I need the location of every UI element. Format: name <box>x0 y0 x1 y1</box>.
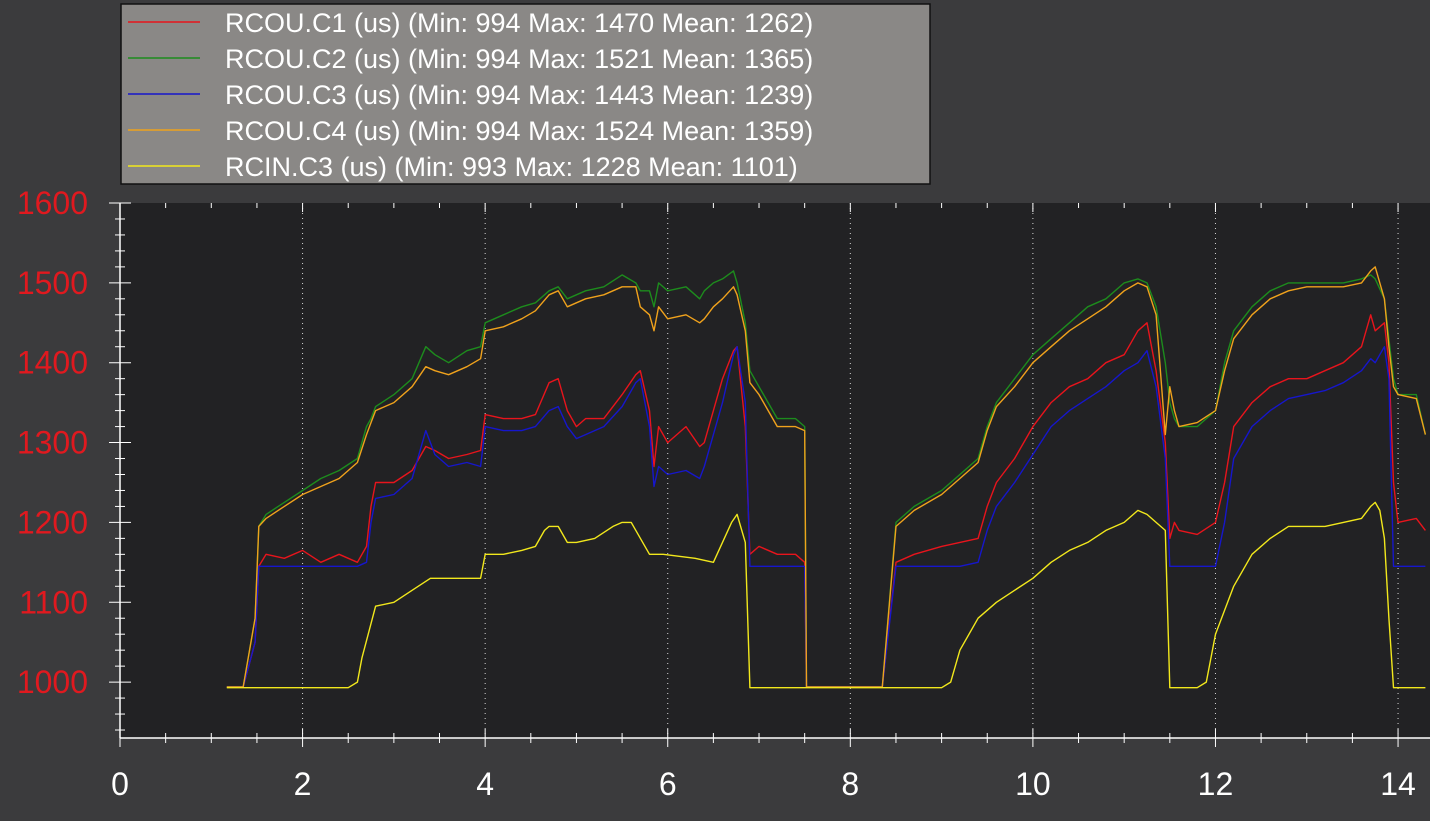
axes: 0 2 4 6 8 10 12 14 1000 1100 1200 1300 1400 1500 1600 <box>17 185 1430 802</box>
legend-entry-label: RCOU.C2 (us) (Min: 994 Max: 1521 Mean: 1… <box>225 44 813 74</box>
x-tick-label: 14 <box>1380 766 1416 802</box>
y-tick-label: 1200 <box>17 504 88 540</box>
legend-entry-label: RCIN.C3 (us) (Min: 993 Max: 1228 Mean: 1… <box>225 152 798 182</box>
legend: RCOU.C1 (us) (Min: 994 Max: 1470 Mean: 1… <box>120 3 931 185</box>
series-line-5 <box>226 501 1426 689</box>
series-line-4 <box>226 266 1427 688</box>
legend-entry-label: RCOU.C3 (us) (Min: 994 Max: 1443 Mean: 1… <box>225 80 813 110</box>
legend-entry-label: RCOU.C4 (us) (Min: 994 Max: 1524 Mean: 1… <box>225 116 813 146</box>
x-tick-label: 8 <box>841 766 859 802</box>
legend-box <box>120 3 931 185</box>
x-tick-label: 2 <box>294 766 312 802</box>
y-tick-label: 1100 <box>19 584 88 620</box>
series-lines <box>226 266 1427 689</box>
x-tick-label: 10 <box>1015 766 1051 802</box>
grid-lines <box>302 203 1399 738</box>
x-tick-label: 6 <box>659 766 677 802</box>
x-tick-label: 4 <box>476 766 494 802</box>
x-tick-label: 0 <box>111 766 129 802</box>
y-tick-label: 1400 <box>17 345 88 381</box>
y-tick-label: 1600 <box>17 185 88 221</box>
series-line-2 <box>226 270 1427 688</box>
x-tick-label: 12 <box>1198 766 1234 802</box>
y-tick-label: 1500 <box>17 265 88 301</box>
plot-area <box>120 203 1430 738</box>
series-line-3 <box>226 346 1426 688</box>
y-tick-label: 1300 <box>17 425 88 461</box>
legend-entry-label: RCOU.C1 (us) (Min: 994 Max: 1470 Mean: 1… <box>225 8 813 38</box>
y-tick-label: 1000 <box>17 664 88 700</box>
